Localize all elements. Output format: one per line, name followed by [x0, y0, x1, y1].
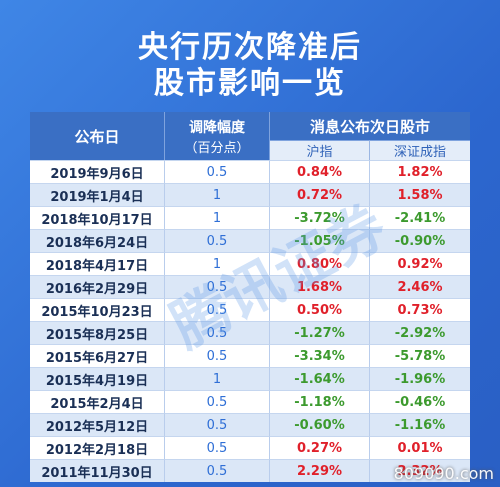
table-cell: 2012年5月12日: [30, 413, 165, 436]
table-cell: -1.27%: [270, 321, 370, 344]
table-cell: 2018年10月17日: [30, 206, 165, 229]
table-cell: -3.72%: [270, 206, 370, 229]
header-cell: 调降幅度 （百分点）: [165, 112, 270, 160]
table-cell: 0.5: [165, 275, 270, 298]
table-cell: 0.5: [165, 413, 270, 436]
table-cell: 2019年9月6日: [30, 160, 165, 183]
table-cell: -2.41%: [370, 206, 470, 229]
table-cell: 1.82%: [370, 160, 470, 183]
table-cell: 0.5: [165, 459, 270, 482]
table-cell: 0.5: [165, 321, 270, 344]
watermark: 809090.com: [393, 464, 494, 483]
table-cell: 2015年2月4日: [30, 390, 165, 413]
table-cell: -1.05%: [270, 229, 370, 252]
table-cell: 2016年2月29日: [30, 275, 165, 298]
header-text: 调降幅度: [189, 119, 245, 136]
table-cell: 2011年11月30日: [30, 459, 165, 482]
title-line: 央行历次降准后: [138, 30, 362, 65]
table-cell: 2018年6月24日: [30, 229, 165, 252]
table-cell: -0.90%: [370, 229, 470, 252]
table-cell: 1: [165, 367, 270, 390]
title-line: 股市影响一览: [154, 66, 346, 101]
table-cell: 2015年4月19日: [30, 367, 165, 390]
table-cell: 0.72%: [270, 183, 370, 206]
header-cell: 消息公布次日股市: [270, 112, 470, 140]
table-cell: 2018年4月17日: [30, 252, 165, 275]
table-cell: -5.78%: [370, 344, 470, 367]
table-cell: 0.5: [165, 160, 270, 183]
table-cell: 2015年8月25日: [30, 321, 165, 344]
table-cell: 1: [165, 252, 270, 275]
table-cell: 1: [165, 206, 270, 229]
table-cell: 2019年1月4日: [30, 183, 165, 206]
table-cell: 1.58%: [370, 183, 470, 206]
table-cell: 0.92%: [370, 252, 470, 275]
table-cell: -1.18%: [270, 390, 370, 413]
table-cell: 0.5: [165, 298, 270, 321]
table-cell: 1: [165, 183, 270, 206]
table-cell: 2.29%: [270, 459, 370, 482]
table-cell: -1.64%: [270, 367, 370, 390]
table-cell: 0.80%: [270, 252, 370, 275]
table-cell: 0.5: [165, 344, 270, 367]
table-cell: 0.27%: [270, 436, 370, 459]
table-cell: 1.68%: [270, 275, 370, 298]
subheader-cell: 沪指: [270, 140, 370, 160]
table-cell: -2.92%: [370, 321, 470, 344]
header-cell: 公布日: [30, 112, 165, 160]
table-cell: 2.46%: [370, 275, 470, 298]
table-cell: 2015年10月23日: [30, 298, 165, 321]
table-cell: 0.5: [165, 436, 270, 459]
table-cell: -0.46%: [370, 390, 470, 413]
table-cell: 0.5: [165, 390, 270, 413]
table-cell: 2015年6月27日: [30, 344, 165, 367]
table-cell: 0.73%: [370, 298, 470, 321]
table-cell: -1.96%: [370, 367, 470, 390]
table-cell: -3.34%: [270, 344, 370, 367]
table-cell: 2012年2月18日: [30, 436, 165, 459]
subheader-cell: 深证成指: [370, 140, 470, 160]
table-cell: 0.01%: [370, 436, 470, 459]
table-cell: 0.84%: [270, 160, 370, 183]
table-cell: 0.50%: [270, 298, 370, 321]
table-cell: -1.16%: [370, 413, 470, 436]
header-text: （百分点）: [184, 140, 250, 156]
table-cell: 0.5: [165, 229, 270, 252]
table-cell: 2.32%: [370, 459, 470, 482]
table-cell: -0.60%: [270, 413, 370, 436]
